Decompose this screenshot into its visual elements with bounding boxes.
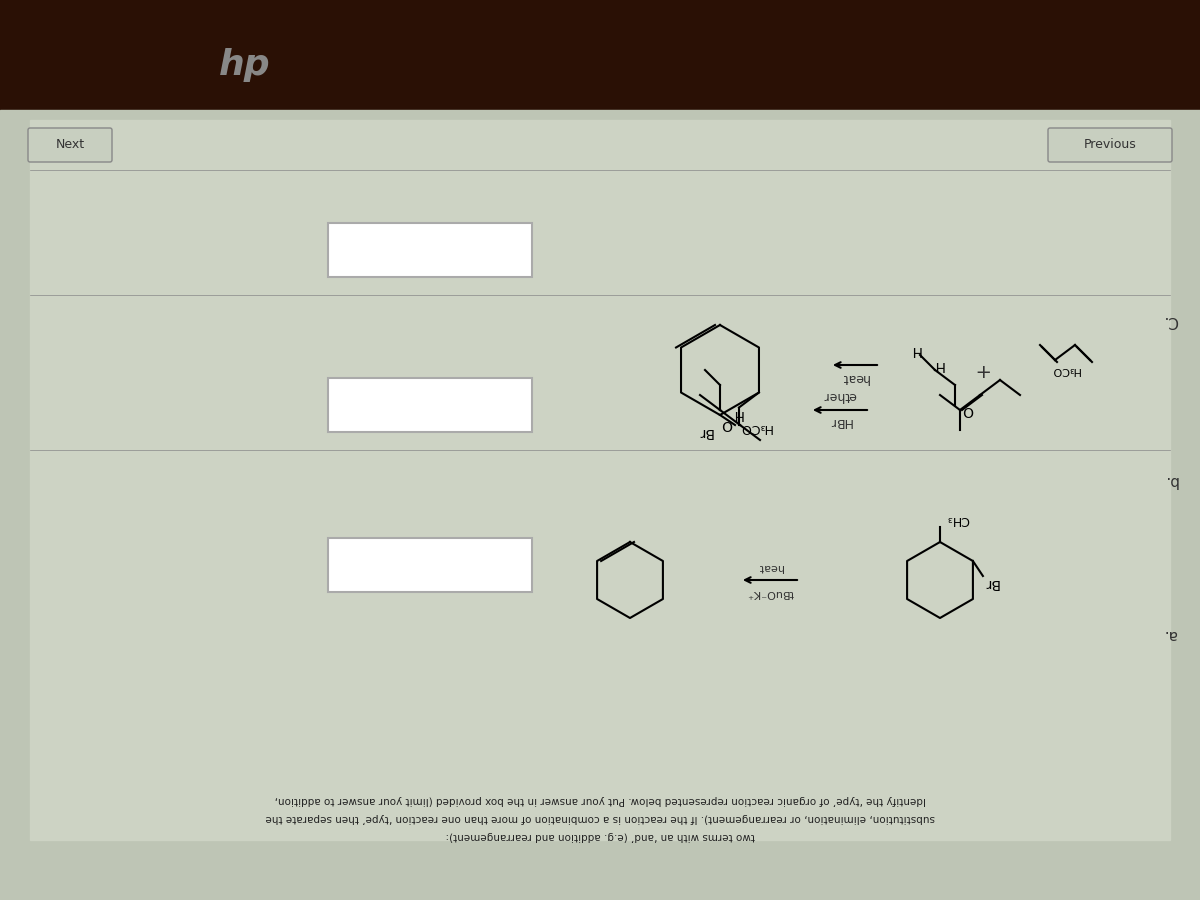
Text: Br: Br	[983, 576, 998, 590]
Text: +: +	[972, 361, 989, 380]
Text: H: H	[732, 408, 742, 421]
Text: H: H	[932, 358, 943, 372]
Text: CH₃: CH₃	[947, 514, 970, 526]
FancyBboxPatch shape	[328, 538, 532, 592]
Text: a.: a.	[1163, 627, 1177, 643]
Text: tBuO⁻K⁺: tBuO⁻K⁺	[746, 588, 793, 598]
Text: HBr: HBr	[828, 416, 852, 428]
Bar	[30, 120, 1170, 840]
Text: hp: hp	[220, 48, 271, 82]
FancyBboxPatch shape	[1048, 128, 1172, 162]
Text: b.: b.	[1163, 472, 1177, 488]
Text: ether: ether	[823, 390, 857, 402]
Text: O: O	[962, 403, 973, 417]
Bar	[0, 0, 1200, 120]
Text: C.: C.	[1163, 312, 1177, 328]
Text: substitution, elimination, or rearrangement). If the reaction is a combination o: substitution, elimination, or rearrangem…	[265, 813, 935, 823]
Text: Previous: Previous	[1084, 139, 1136, 151]
Text: H₃CO: H₃CO	[1050, 365, 1080, 375]
Text: heat: heat	[841, 372, 869, 384]
Text: heat: heat	[757, 562, 782, 572]
FancyBboxPatch shape	[328, 378, 532, 432]
Text: Next: Next	[55, 139, 84, 151]
Text: Identify the ‘type’ of organic reaction represented below. Put your answer in th: Identify the ‘type’ of organic reaction …	[275, 795, 925, 805]
FancyBboxPatch shape	[28, 128, 112, 162]
Text: two terms with an ‘and’ (e.g. addition and rearrangement):: two terms with an ‘and’ (e.g. addition a…	[445, 831, 755, 841]
Text: O: O	[721, 418, 732, 431]
Text: Br: Br	[697, 425, 713, 439]
Text: H: H	[910, 343, 920, 357]
Bar	[0, 110, 1200, 900]
Text: H₃CO: H₃CO	[738, 420, 772, 434]
FancyBboxPatch shape	[328, 223, 532, 277]
